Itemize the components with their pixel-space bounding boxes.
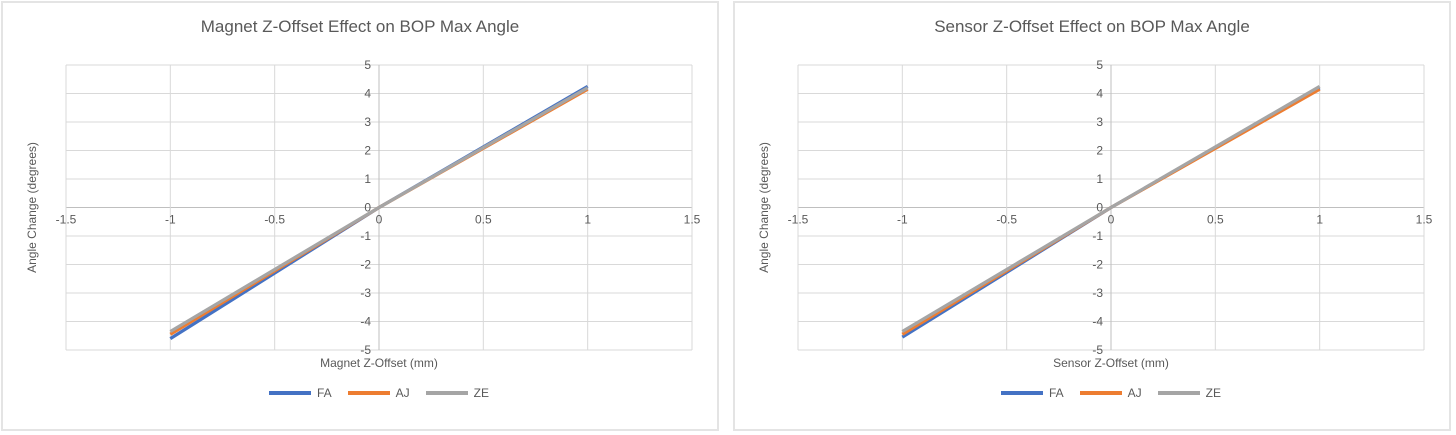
y-tick-label: 3 (364, 115, 371, 129)
y-tick-label: 5 (1096, 58, 1103, 72)
series-line-ZE (169, 86, 589, 333)
series-line-ZE (901, 84, 1321, 333)
legend-label: FA (1048, 386, 1064, 400)
y-tick-label: 1 (1096, 172, 1103, 186)
legend-label: AJ (1127, 386, 1142, 400)
x-tick-label: 0.5 (1207, 213, 1224, 227)
x-tick-label: -1 (897, 213, 908, 227)
chart-legend-magnet: FA AJ ZE (3, 386, 717, 400)
legend-label: FA (316, 386, 332, 400)
chart-legend-sensor: FA AJ ZE (735, 386, 1449, 400)
y-tick-label: 0 (1096, 201, 1103, 215)
chart-plot-magnet: 5 4 3 2 1 0 -1 -2 -3 -4 -5 -1.5 -1 -0.5 0 0.5 1 1.5 Angle … (25, 58, 701, 370)
legend-label: ZE (473, 386, 490, 400)
y-tick-label: -1 (1092, 229, 1103, 243)
x-axis-title: Magnet Z-Offset (mm) (320, 356, 438, 370)
x-axis-title: Sensor Z-Offset (mm) (1053, 356, 1169, 370)
x-tick-label: 1 (584, 213, 591, 227)
y-tick-label: -1 (360, 229, 371, 243)
y-tick-label: 0 (364, 201, 371, 215)
legend-item-AJ: AJ (347, 386, 410, 400)
x-tick-label: 0.5 (475, 213, 492, 227)
y-tick-label: -5 (360, 343, 371, 357)
x-tick-label: -1.5 (788, 213, 809, 227)
chart-title-magnet: Magnet Z-Offset Effect on BOP Max Angle (200, 17, 520, 36)
legend-item-ZE: ZE (1157, 386, 1222, 400)
y-axis-title: Angle Change (degrees) (757, 142, 771, 273)
y-tick-label: -2 (1092, 258, 1103, 272)
legend-label: ZE (1205, 386, 1222, 400)
legend-line-swatch (1157, 391, 1200, 395)
y-tick-label: 4 (364, 87, 371, 101)
chart-card-magnet[interactable]: Magnet Z-Offset Effect on BOP Max Angle … (1, 1, 719, 431)
y-tick-label: -2 (360, 258, 371, 272)
legend-item-FA: FA (1000, 386, 1064, 400)
legend-line-swatch (425, 391, 468, 395)
y-tick-label: -4 (360, 315, 371, 329)
chart-title-sensor: Sensor Z-Offset Effect on BOP Max Angle (934, 17, 1250, 36)
y-tick-label: -5 (1092, 343, 1103, 357)
legend-item-FA: FA (268, 386, 332, 400)
legend-line-swatch (1079, 391, 1122, 395)
x-tick-label: 1 (1316, 213, 1323, 227)
legend-item-AJ: AJ (1079, 386, 1142, 400)
y-tick-label: 2 (1096, 144, 1103, 158)
x-tick-label: -1 (165, 213, 176, 227)
chart-plot-sensor: 5 4 3 2 1 0 -1 -2 -3 -4 -5 -1.5 -1 -0.5 0 0.5 1 1.5 Angle … (757, 58, 1433, 370)
legend-item-ZE: ZE (425, 386, 490, 400)
x-tick-label: -0.5 (264, 213, 285, 227)
y-tick-label: -3 (1092, 286, 1103, 300)
y-tick-label: -3 (360, 286, 371, 300)
legend-line-swatch (268, 391, 311, 395)
legend-label: AJ (395, 386, 410, 400)
y-tick-label: 1 (364, 172, 371, 186)
chart-card-sensor[interactable]: Sensor Z-Offset Effect on BOP Max Angle … (733, 1, 1451, 431)
x-tick-label: 0 (376, 213, 383, 227)
y-tick-label: 2 (364, 144, 371, 158)
x-tick-label: -1.5 (56, 213, 77, 227)
y-tick-label: 3 (1096, 115, 1103, 129)
legend-line-swatch (1000, 391, 1043, 395)
x-tick-label: 1.5 (1416, 213, 1433, 227)
x-tick-label: -0.5 (996, 213, 1017, 227)
y-tick-label: 4 (1096, 87, 1103, 101)
y-tick-label: 5 (364, 58, 371, 72)
x-tick-label: 1.5 (684, 213, 701, 227)
legend-line-swatch (347, 391, 390, 395)
x-tick-label: 0 (1108, 213, 1115, 227)
y-axis-title: Angle Change (degrees) (25, 142, 39, 273)
y-tick-label: -4 (1092, 315, 1103, 329)
